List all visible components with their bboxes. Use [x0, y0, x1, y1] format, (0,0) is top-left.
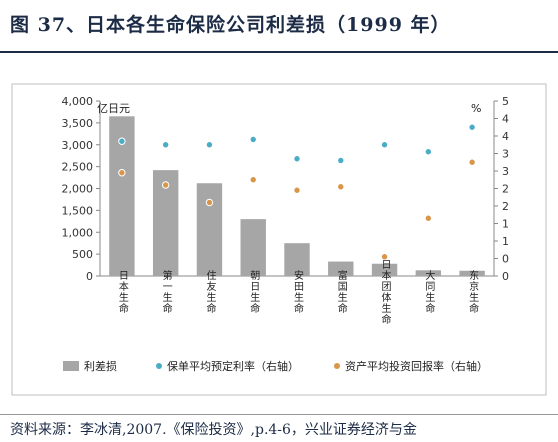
- bar: [284, 243, 310, 276]
- right-tick-label: 0: [502, 270, 509, 283]
- category-label: 安田生命: [292, 269, 304, 314]
- source-note: 资料来源：李冰清,2007.《保险投资》,p.4-6，兴业证券经济与金: [10, 422, 417, 438]
- category-label: 住友生命: [204, 269, 216, 314]
- left-tick-label: 0: [86, 270, 93, 283]
- left-axis-unit: 亿日元: [97, 102, 130, 115]
- bar: [415, 270, 442, 276]
- data-point: [249, 176, 257, 184]
- right-tick-label: 3: [502, 165, 509, 178]
- data-point: [468, 158, 476, 166]
- category-label: 东京生命: [467, 269, 479, 314]
- category-label: 日本生命: [116, 270, 128, 314]
- data-point: [118, 137, 126, 145]
- left-tick-label: 1,000: [62, 226, 94, 239]
- legend: 利差损 保单平均预定利率（右轴） 资产平均投资回报率（右轴）: [63, 359, 488, 373]
- data-point: [424, 148, 433, 156]
- data-point: [293, 186, 301, 194]
- data-point: [468, 123, 476, 131]
- chart-axes: 0 500 1,000 1,500 2,000 2,500 3,000 3,500 4,000 0…: [11, 83, 547, 396]
- category-label: 朝日生命: [248, 270, 260, 314]
- marker-series: [118, 123, 476, 261]
- chart: 0 500 1,000 1,500 2,000 2,500 3,000 3,500 4,000 0…: [11, 83, 547, 396]
- category-label: 第一生命: [160, 269, 172, 314]
- data-point: [118, 169, 126, 177]
- right-tick-label: 0: [502, 253, 509, 266]
- data-point: [380, 253, 389, 261]
- source-divider: [0, 414, 558, 415]
- bar: [371, 263, 398, 276]
- data-point: [161, 141, 170, 149]
- title-divider: [0, 51, 558, 53]
- data-point: [337, 156, 345, 165]
- legend-swatch-bar: [63, 361, 79, 371]
- left-tick-label: 1,500: [62, 204, 94, 217]
- right-axis-unit: %: [471, 102, 481, 115]
- data-point: [424, 214, 433, 222]
- category-label: 大同生命: [423, 269, 435, 314]
- right-tick-label: 1: [502, 235, 509, 248]
- bar-series: [109, 116, 485, 276]
- right-tick-label: 1: [502, 218, 509, 231]
- category-labels: 日本生命 第一生命 住友生命 朝日生命 安田生命 富国生命 日本团体生命 大同生命 东京生命: [116, 259, 478, 325]
- data-point: [205, 141, 214, 149]
- legend-swatch-dot: [156, 363, 162, 369]
- category-label: 日本团体生命: [379, 259, 391, 325]
- right-tick-label: 4: [502, 113, 509, 126]
- left-tick-label: 2,000: [62, 183, 94, 196]
- legend-label: 利差损: [84, 359, 117, 373]
- data-point: [249, 135, 257, 144]
- data-point: [205, 198, 214, 207]
- page-title: 图 37、日本各生命保险公司利差损（1999 年）: [10, 14, 451, 36]
- data-point: [337, 183, 345, 191]
- left-tick-label: 4,000: [62, 95, 94, 108]
- chart-frame: [11, 83, 547, 396]
- right-tick-label: 4: [502, 130, 509, 143]
- bar: [196, 183, 223, 276]
- bar: [459, 270, 485, 276]
- left-tick-label: 3,000: [62, 139, 94, 152]
- data-point: [380, 141, 389, 149]
- right-tick-label: 2: [502, 200, 509, 213]
- bar: [328, 261, 354, 276]
- right-tick-label: 2: [502, 183, 509, 196]
- legend-label: 资产平均投资回报率（右轴）: [345, 359, 488, 373]
- left-tick-label: 500: [72, 248, 93, 261]
- right-tick-label: 5: [502, 95, 509, 108]
- data-point: [293, 155, 301, 163]
- left-tick-label: 2,500: [62, 161, 94, 174]
- left-tick-label: 3,500: [62, 117, 94, 130]
- legend-swatch-dot: [334, 363, 340, 369]
- category-label: 富国生命: [335, 269, 347, 314]
- data-point: [161, 181, 170, 189]
- bar: [240, 219, 266, 276]
- right-tick-label: 3: [502, 148, 509, 161]
- legend-label: 保单平均预定利率（右轴）: [167, 359, 299, 373]
